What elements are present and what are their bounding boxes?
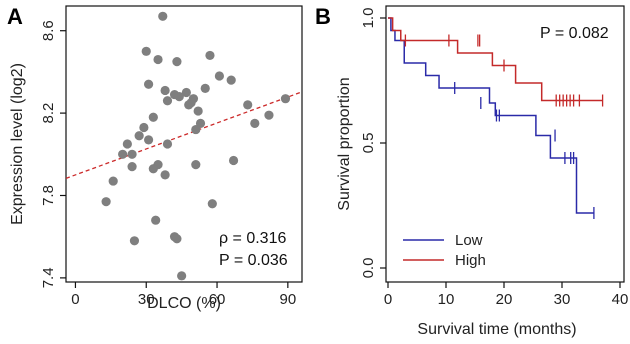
scatter-point <box>158 11 168 21</box>
panel-a-y-tick-label: 8.2 <box>40 103 57 124</box>
scatter-point <box>172 234 182 244</box>
panel-b-legend: Low High <box>403 232 486 269</box>
scatter-point <box>264 110 274 120</box>
scatter-point <box>214 71 224 81</box>
scatter-point <box>118 149 128 159</box>
panel-a-y-tick-label: 7.8 <box>40 185 57 206</box>
legend-label-high: High <box>455 252 486 269</box>
panel-a-ticks: 0 30 60 90 7.4 7.8 8.2 8.6 <box>40 20 296 308</box>
panel-a-x-tick-label: 30 <box>138 291 155 308</box>
panel-a-x-tick-label: 90 <box>279 291 296 308</box>
panel-a-x-tick-label: 60 <box>209 291 226 308</box>
panel-b-p-annotation: P = 0.082 <box>540 25 609 42</box>
scatter-point <box>177 271 187 281</box>
panel-a-label: A <box>7 4 23 29</box>
panel-b-y-axis-title: Survival proportion <box>336 77 353 210</box>
scatter-point <box>205 50 215 61</box>
survival-curve-high <box>388 17 603 102</box>
scatter-point <box>127 162 137 172</box>
panel-b-x-tick-label: 20 <box>496 291 513 308</box>
scatter-point <box>144 135 154 145</box>
scatter-point <box>191 159 201 170</box>
panel-b-x-tick-label: 40 <box>612 291 629 308</box>
scatter-point <box>243 100 253 110</box>
panel-b-survival: B 0 10 20 30 400.00.51.0 P = 0.082 Low High … <box>315 4 628 338</box>
scatter-point <box>122 139 132 149</box>
panel-a-y-axis-title: Expression level (log2) <box>9 63 26 225</box>
scatter-point <box>151 215 161 225</box>
scatter-point <box>134 131 144 141</box>
panel-a-rho-annotation: ρ = 0.316 <box>219 230 286 247</box>
scatter-point <box>148 112 158 122</box>
panel-b-frame <box>385 5 625 283</box>
panel-a-points <box>101 11 291 281</box>
scatter-point <box>193 106 203 116</box>
scatter-point <box>184 100 194 110</box>
scatter-point <box>141 46 151 56</box>
scatter-point <box>160 85 170 96</box>
scatter-point <box>144 79 154 89</box>
scatter-point <box>207 199 217 209</box>
scatter-point <box>127 149 137 159</box>
panel-a-x-axis-title: DLCO (%) <box>147 295 221 312</box>
scatter-point <box>181 87 191 98</box>
panel-a-scatter: A 0 30 60 90 7.4 7.8 8.2 8.6 ρ = 0.316 P = 0.03… <box>7 4 303 312</box>
panel-b-curves <box>388 17 604 219</box>
scatter-point <box>139 122 149 133</box>
legend-label-low: Low <box>455 232 483 249</box>
panel-a-p-annotation: P = 0.036 <box>219 252 288 269</box>
scatter-point <box>162 96 173 106</box>
panel-b-y-tick-label: 1.0 <box>360 8 377 29</box>
panel-b-x-tick-label: 0 <box>384 291 392 308</box>
panel-a-trend-line <box>65 91 303 179</box>
scatter-point <box>153 54 163 65</box>
scatter-point <box>101 197 111 207</box>
scatter-point <box>129 236 140 246</box>
panel-b-ticks: 0 10 20 30 40 0.0 0.5 1.0 <box>360 8 628 308</box>
panel-b-y-tick-label: 0.5 <box>360 133 377 154</box>
panel-a-frame <box>65 5 303 283</box>
scatter-point <box>160 170 170 180</box>
scatter-point <box>200 83 210 93</box>
scatter-point <box>250 118 260 129</box>
panel-b-x-tick-label: 10 <box>438 291 455 308</box>
panel-b-x-tick-label: 30 <box>554 291 571 308</box>
panel-b-x-axis-title: Survival time (months) <box>417 321 576 338</box>
scatter-point <box>162 139 173 149</box>
scatter-point <box>148 164 158 174</box>
scatter-point <box>172 57 182 67</box>
survival-curve-low <box>388 17 594 214</box>
scatter-point <box>228 155 239 166</box>
scatter-point <box>280 94 291 104</box>
panel-b-label: B <box>315 4 331 29</box>
scatter-point <box>108 176 118 186</box>
scatter-point <box>191 124 201 135</box>
panel-a-y-tick-label: 7.4 <box>40 267 57 288</box>
panel-a-x-tick-label: 0 <box>71 291 79 308</box>
panel-b-y-tick-label: 0.0 <box>360 258 377 279</box>
scatter-point <box>174 92 184 102</box>
panel-a-y-tick-label: 8.6 <box>40 20 57 41</box>
scatter-point <box>226 75 236 85</box>
